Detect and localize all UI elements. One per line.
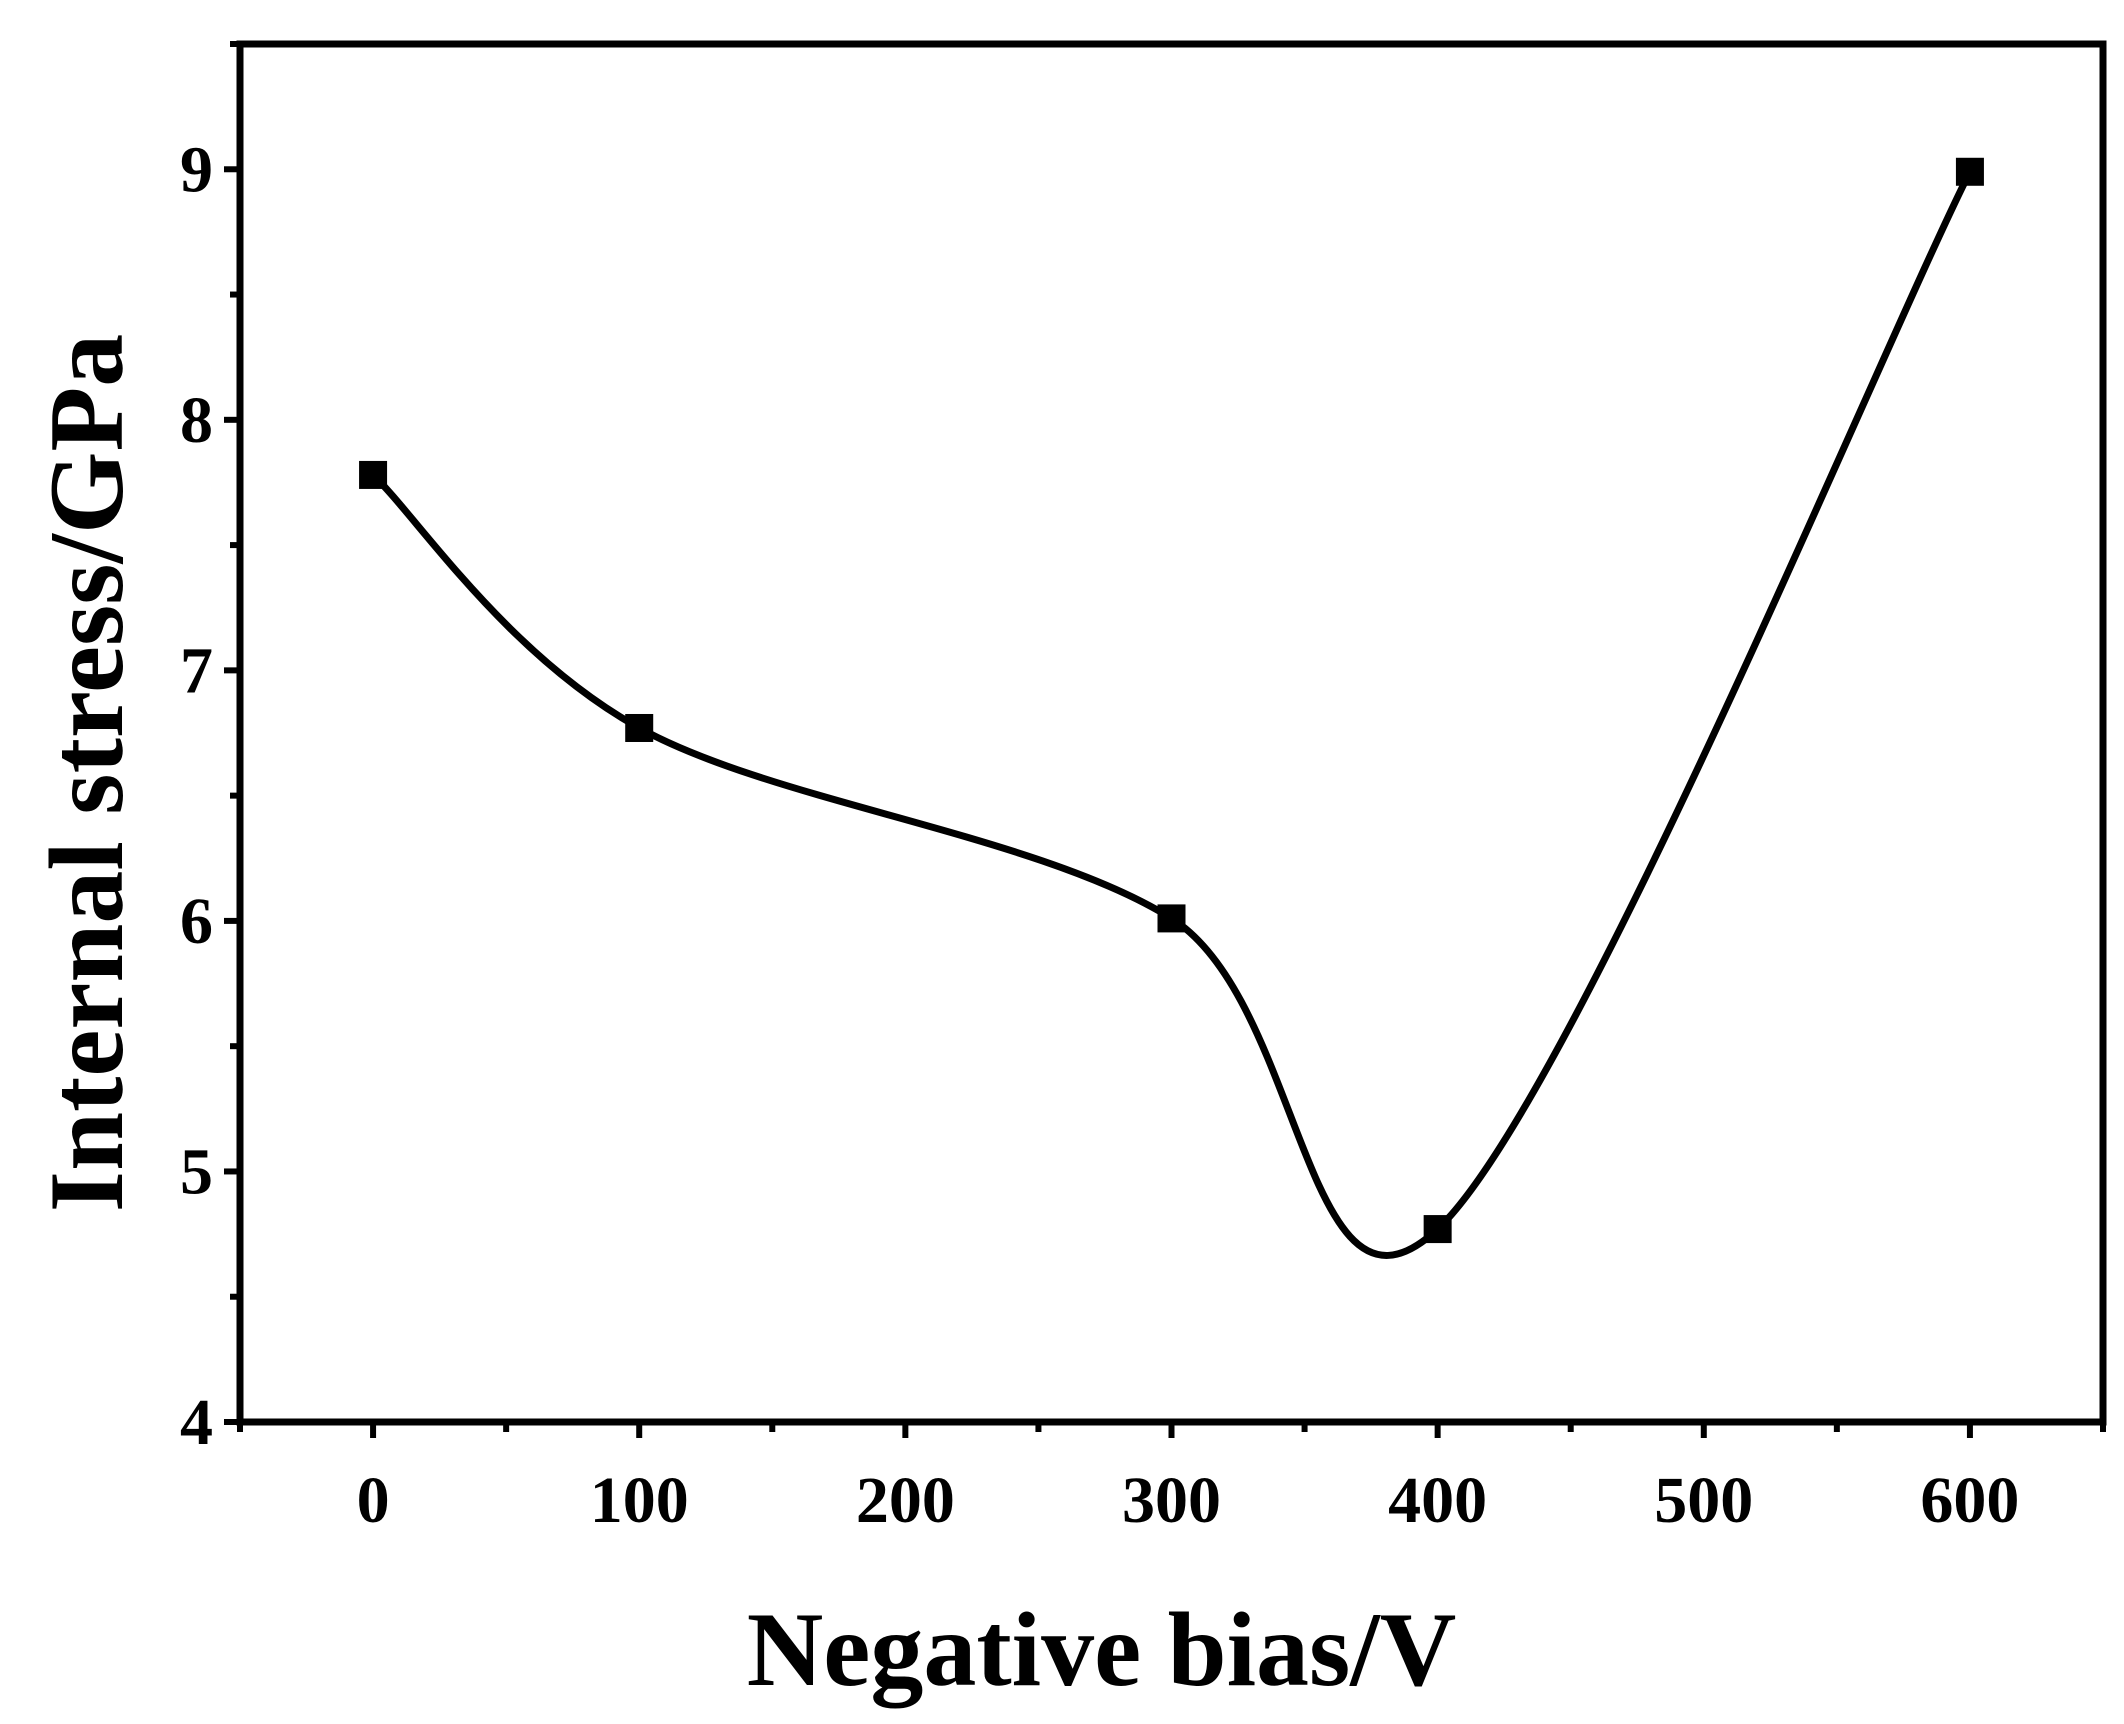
series-layer bbox=[359, 157, 1984, 1259]
y-tick-label: 8 bbox=[180, 384, 213, 457]
y-tick-label: 5 bbox=[180, 1135, 213, 1208]
plot-area bbox=[236, 40, 2107, 1426]
y-axis-title: Internal stress/GPa bbox=[28, 334, 145, 1212]
series-line bbox=[369, 168, 1974, 1259]
x-tick-label: 600 bbox=[1920, 1464, 2019, 1537]
x-tick-label: 400 bbox=[1388, 1464, 1487, 1537]
y-tick-label: 7 bbox=[180, 634, 213, 707]
plot-frame bbox=[236, 40, 2107, 1426]
data-point-marker bbox=[1423, 1215, 1452, 1244]
y-tick-label: 4 bbox=[180, 1386, 213, 1459]
data-point-marker bbox=[359, 460, 388, 489]
y-tick-label: 6 bbox=[180, 885, 213, 958]
y-tick-label: 9 bbox=[180, 133, 213, 206]
x-tick-label: 500 bbox=[1654, 1464, 1753, 1537]
x-axis-title: Negative bias/V bbox=[747, 1591, 1457, 1708]
x-tick-label: 100 bbox=[590, 1464, 689, 1537]
x-tick-label: 0 bbox=[357, 1464, 390, 1537]
y-axis: 4 5 6 7 8 9 bbox=[180, 41, 240, 1459]
data-point-marker bbox=[1955, 157, 1984, 186]
data-point-marker bbox=[625, 713, 654, 742]
x-axis: 0 100 200 300 400 500 600 bbox=[237, 1422, 2106, 1537]
data-point-marker bbox=[1157, 904, 1186, 933]
x-tick-label: 300 bbox=[1122, 1464, 1221, 1537]
x-tick-label: 200 bbox=[856, 1464, 955, 1537]
